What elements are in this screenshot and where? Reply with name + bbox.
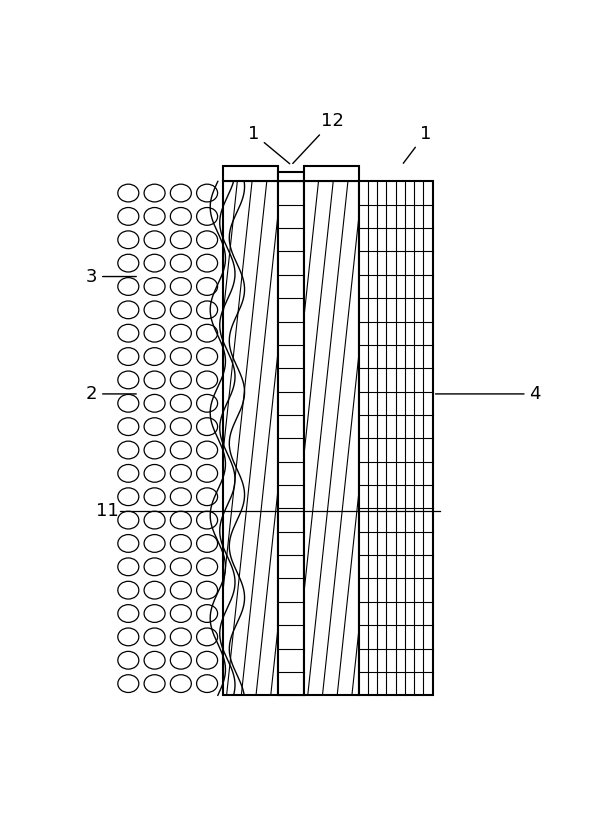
Bar xyxy=(304,181,359,695)
Text: 1: 1 xyxy=(248,124,290,164)
Text: 11: 11 xyxy=(96,503,119,520)
Bar xyxy=(222,166,277,181)
Text: 2: 2 xyxy=(86,385,136,403)
Text: 4: 4 xyxy=(436,385,541,403)
Bar xyxy=(277,172,304,181)
Text: 3: 3 xyxy=(86,268,136,286)
Bar xyxy=(304,166,359,181)
Text: 1: 1 xyxy=(403,124,431,163)
Text: 12: 12 xyxy=(293,112,344,163)
Bar xyxy=(277,181,304,695)
Bar xyxy=(359,181,432,695)
Bar xyxy=(222,181,277,695)
